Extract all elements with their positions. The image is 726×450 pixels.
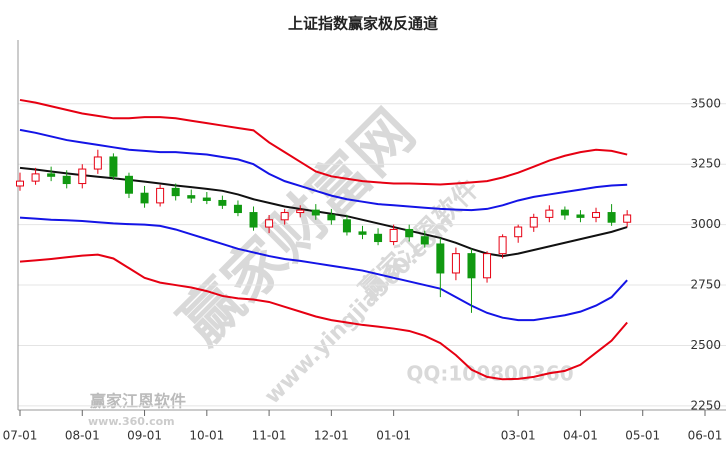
channel-line [19, 128, 628, 212]
candle-body [514, 226, 523, 238]
candle-body [420, 236, 429, 245]
candle-body [451, 253, 460, 274]
candle-body [405, 228, 414, 238]
candle-body [31, 173, 40, 182]
x-tick-label: 04-01 [563, 429, 598, 443]
candle-body [47, 173, 56, 177]
candle-body [327, 214, 336, 221]
watermark: www.360.com [88, 415, 175, 428]
x-tick-label: 03-01 [501, 429, 536, 443]
x-tick-label: 09-01 [127, 429, 162, 443]
x-tick-label: 07-01 [3, 429, 38, 443]
candle-body [218, 199, 227, 206]
candle-body [545, 209, 554, 218]
candle-body [576, 214, 585, 218]
y-tick-label: 2250 [690, 398, 721, 412]
candle-body [607, 212, 616, 223]
candle-body [296, 209, 305, 214]
candle-body [187, 195, 196, 199]
x-tick-label: 08-01 [65, 429, 100, 443]
candle-body [529, 216, 538, 228]
candle-body [342, 219, 351, 233]
candle-body [358, 231, 367, 235]
channel-line [19, 98, 628, 186]
candle-body [498, 236, 507, 255]
candle-body [16, 180, 24, 187]
candle-body [78, 168, 87, 185]
candle-body [93, 156, 102, 170]
candle-body [311, 209, 320, 216]
candle-body [280, 212, 289, 221]
candle-body [124, 175, 133, 194]
x-tick-label: 01-01 [376, 429, 411, 443]
candle-body [623, 214, 632, 223]
channel-line [19, 216, 628, 322]
x-tick-label: 12-01 [314, 429, 349, 443]
x-tick-label: 06-01 [688, 429, 723, 443]
candle-body [436, 243, 445, 274]
candle-body [109, 156, 118, 177]
y-tick-label: 3500 [690, 96, 721, 110]
chart-title: 上证指数赢家极反通道 [288, 15, 438, 33]
candle-body [156, 187, 165, 204]
candle-body [171, 187, 180, 197]
y-tick-label: 3250 [690, 157, 721, 171]
candle-body [592, 212, 601, 218]
watermark: 赢家江恩软件 [90, 392, 186, 411]
candle-body [374, 233, 383, 243]
candle-body [202, 197, 211, 201]
x-tick-label: 11-01 [252, 429, 287, 443]
candle-body [467, 253, 476, 279]
candle-body [265, 219, 274, 228]
channel-line [19, 166, 628, 258]
candle-body [140, 192, 149, 204]
candle-body [560, 209, 569, 216]
channel-line [19, 253, 628, 381]
y-tick-label: 2500 [690, 338, 721, 352]
x-tick-label: 05-01 [625, 429, 660, 443]
y-tick-label: 2750 [690, 278, 721, 292]
candle-body [389, 228, 398, 243]
candle-body [249, 212, 258, 228]
x-tick-label: 10-01 [189, 429, 224, 443]
candle-body [483, 253, 492, 279]
candle-body [233, 204, 242, 214]
candle-body [62, 175, 71, 185]
y-tick-label: 3000 [690, 217, 721, 231]
